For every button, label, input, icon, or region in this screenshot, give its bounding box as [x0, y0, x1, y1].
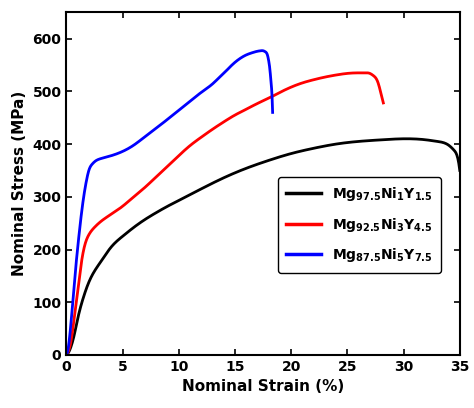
Legend: $\mathbf{Mg_{97.5}Ni_{1}Y_{1.5}}$, $\mathbf{Mg_{92.5}Ni_{3}Y_{4.5}}$, $\mathbf{M: $\mathbf{Mg_{97.5}Ni_{1}Y_{1.5}}$, $\mat… — [278, 177, 441, 273]
X-axis label: Nominal Strain (%): Nominal Strain (%) — [182, 379, 344, 395]
Y-axis label: Nominal Stress (MPa): Nominal Stress (MPa) — [12, 91, 27, 276]
